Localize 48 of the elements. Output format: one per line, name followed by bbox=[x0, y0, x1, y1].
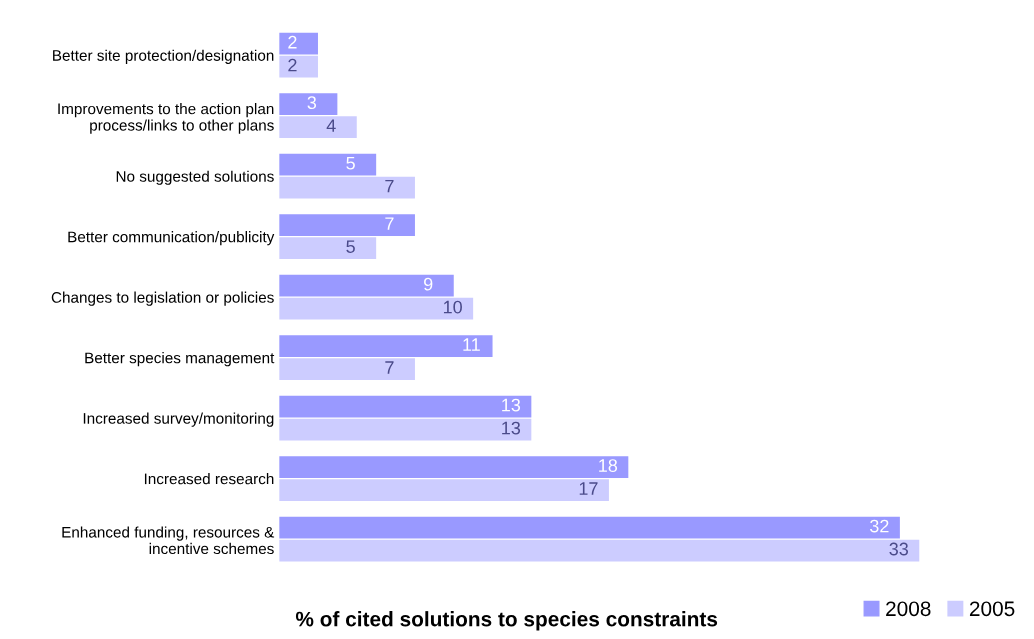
bar bbox=[279, 116, 357, 139]
legend-label: 2005 bbox=[969, 601, 1015, 617]
data-label: 2 bbox=[288, 58, 297, 72]
data-label: 7 bbox=[385, 361, 394, 374]
y-tick-label: Changes to legislation or policies bbox=[51, 291, 274, 306]
y-tick-label: Increased survey/monitoring bbox=[83, 412, 274, 427]
data-label: 7 bbox=[385, 217, 394, 230]
bar bbox=[279, 479, 609, 501]
bar bbox=[279, 516, 900, 539]
bar bbox=[279, 297, 474, 320]
data-label: 33 bbox=[889, 542, 909, 556]
bar bbox=[279, 539, 920, 562]
data-label: 18 bbox=[599, 459, 618, 472]
data-label: 9 bbox=[424, 277, 433, 291]
data-label: 32 bbox=[870, 519, 889, 533]
bar bbox=[279, 237, 377, 260]
bar bbox=[279, 93, 338, 116]
bar bbox=[279, 55, 318, 78]
y-tick-label: Better site protection/designation bbox=[53, 49, 274, 64]
y-tick-label: Better species management bbox=[85, 352, 275, 367]
data-label: 17 bbox=[579, 482, 598, 495]
y-tick-label: No suggested solutions bbox=[116, 170, 274, 185]
bar bbox=[279, 335, 493, 358]
bar bbox=[279, 32, 318, 55]
data-label: 13 bbox=[502, 398, 521, 412]
data-label: 5 bbox=[346, 156, 355, 170]
bar bbox=[279, 274, 454, 297]
data-label: 5 bbox=[346, 240, 355, 253]
legend-label: 2008 bbox=[886, 601, 931, 617]
bar bbox=[279, 358, 415, 380]
bar bbox=[279, 456, 629, 478]
data-label: 4 bbox=[326, 119, 336, 132]
y-tick-label: Increased research bbox=[144, 473, 274, 485]
bar bbox=[279, 176, 415, 199]
data-label: 3 bbox=[307, 96, 317, 110]
bar bbox=[279, 153, 377, 176]
bar bbox=[279, 395, 532, 418]
x-axis-title: % of cited solutions to species constraints bbox=[295, 611, 718, 631]
data-label: 7 bbox=[385, 179, 394, 193]
y-tick-label: Better communication/publicity bbox=[68, 231, 275, 246]
data-label: 13 bbox=[502, 421, 521, 435]
bar bbox=[279, 418, 532, 441]
y-tick-label: Enhanced funding, resources & incentive schemes bbox=[62, 526, 275, 555]
bar bbox=[279, 214, 415, 237]
data-label: 10 bbox=[443, 300, 462, 314]
data-label: 2 bbox=[288, 35, 297, 49]
data-label: 11 bbox=[463, 338, 480, 351]
y-tick-label: Improvements to the action plan process/links to other plans bbox=[58, 103, 274, 134]
